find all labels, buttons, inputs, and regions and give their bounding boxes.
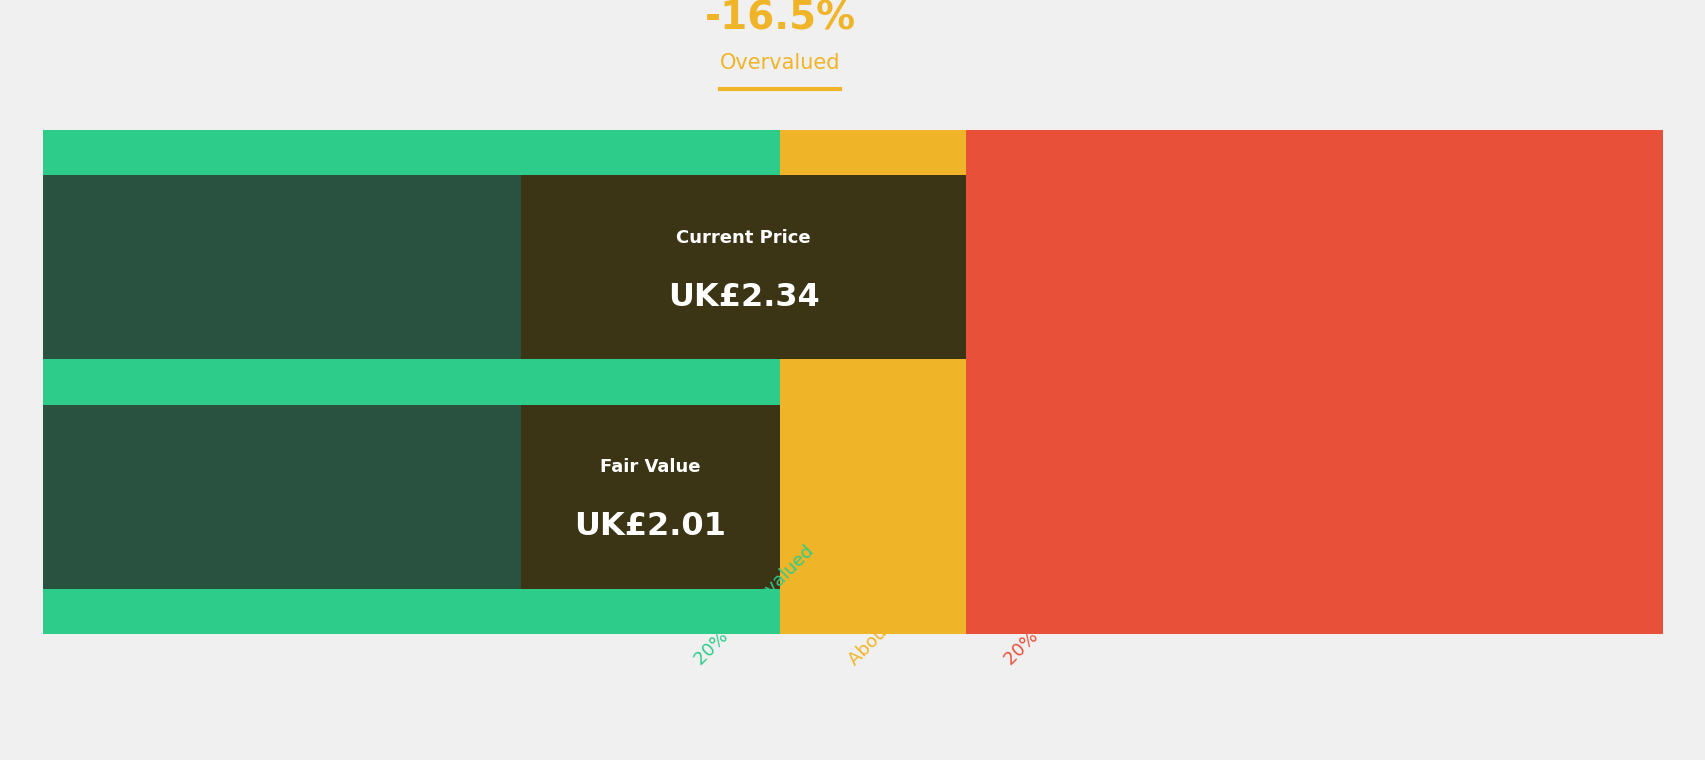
Bar — [779, 359, 965, 405]
Text: UK£2.34: UK£2.34 — [667, 282, 818, 312]
Bar — [779, 405, 965, 589]
Text: 20% Overvalued: 20% Overvalued — [1001, 550, 1118, 669]
Bar — [43, 130, 779, 176]
Bar — [43, 405, 779, 589]
Bar — [43, 359, 779, 405]
Text: UK£2.01: UK£2.01 — [575, 511, 726, 542]
Bar — [43, 176, 779, 359]
Text: Current Price: Current Price — [675, 229, 810, 247]
Text: -16.5%: -16.5% — [704, 0, 856, 38]
Bar — [43, 589, 779, 634]
Text: About Right: About Right — [844, 581, 933, 669]
Bar — [779, 130, 965, 176]
Bar — [779, 589, 965, 634]
Bar — [520, 405, 779, 589]
Text: Overvalued: Overvalued — [720, 53, 841, 74]
Bar — [520, 176, 965, 359]
Bar — [779, 176, 965, 359]
Text: Fair Value: Fair Value — [600, 458, 701, 476]
Bar — [965, 130, 1662, 634]
Text: 20% Undervalued: 20% Undervalued — [691, 543, 818, 669]
